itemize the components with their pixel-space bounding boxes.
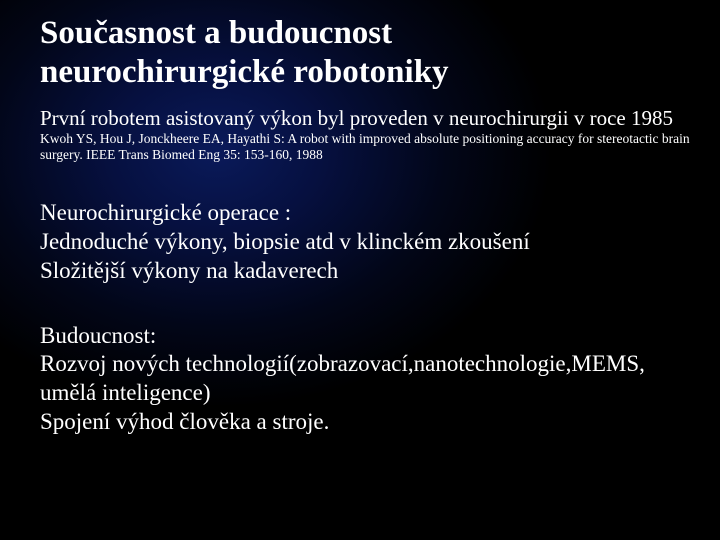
slide-title: Současnost a budoucnost neurochirurgické… xyxy=(40,14,692,92)
operations-line-1: Jednoduché výkony, biopsie atd v klincké… xyxy=(40,229,530,254)
future-line-1: Rozvoj nových technologií(zobrazovací,na… xyxy=(40,351,645,405)
future-heading: Budoucnost: xyxy=(40,322,692,351)
operations-line-2: Složitější výkony na kadaverech xyxy=(40,258,338,283)
citation-text: Kwoh YS, Hou J, Jonckheere EA, Hayathi S… xyxy=(40,131,692,163)
future-body: Rozvoj nových technologií(zobrazovací,na… xyxy=(40,350,692,436)
intro-text: První robotem asistovaný výkon byl prove… xyxy=(40,106,692,131)
operations-heading: Neurochirurgické operace : xyxy=(40,199,692,228)
title-line-1: Současnost a budoucnost xyxy=(40,15,392,51)
slide-container: Současnost a budoucnost neurochirurgické… xyxy=(0,0,720,540)
operations-body: Jednoduché výkony, biopsie atd v klincké… xyxy=(40,228,692,286)
future-block: Budoucnost: Rozvoj nových technologií(zo… xyxy=(40,322,692,437)
title-line-2: neurochirurgické robotoniky xyxy=(40,54,449,90)
operations-block: Neurochirurgické operace : Jednoduché vý… xyxy=(40,199,692,285)
future-line-2: Spojení výhod člověka a stroje. xyxy=(40,409,329,434)
